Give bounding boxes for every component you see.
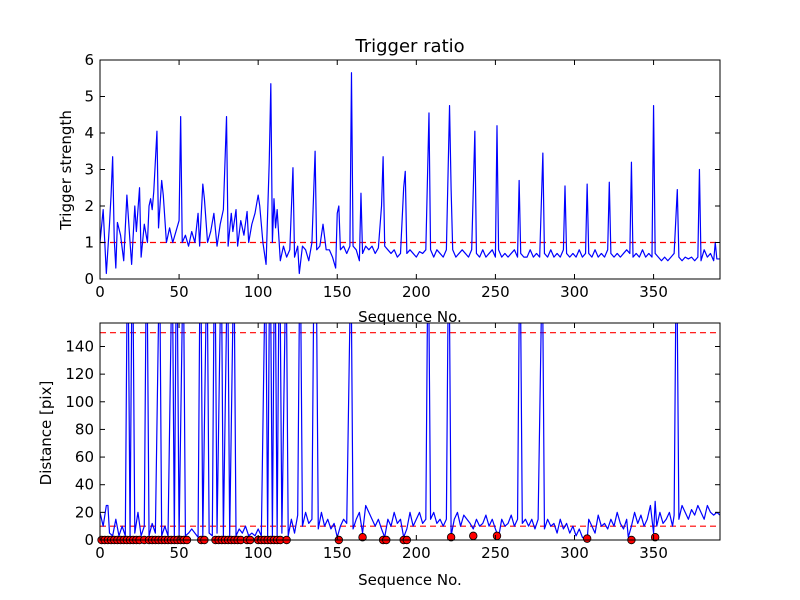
y-tick-label: 80 bbox=[75, 420, 94, 438]
y-tick-label: 0 bbox=[84, 270, 94, 288]
y-tick-label: 4 bbox=[84, 124, 94, 142]
x-tick-label: 250 bbox=[481, 283, 510, 301]
x-tick-label: 150 bbox=[323, 544, 352, 562]
plot-area-2 bbox=[100, 323, 720, 540]
axes-frame bbox=[99, 322, 721, 541]
trigger-strength-plot bbox=[100, 72, 720, 275]
trigger-strength-line bbox=[100, 72, 720, 275]
y-tick-label: 120 bbox=[65, 365, 94, 383]
x-tick-label: 300 bbox=[560, 544, 589, 562]
x-axis-label-bottom: Sequence No. bbox=[358, 571, 462, 589]
x-tick-label: 350 bbox=[639, 544, 668, 562]
data-point-marker bbox=[582, 534, 592, 543]
y-axis-label-bottom: Distance [pix] bbox=[37, 381, 55, 486]
data-point-marker bbox=[469, 531, 478, 541]
x-tick-label: 300 bbox=[560, 283, 589, 301]
x-tick-label: 100 bbox=[244, 544, 273, 562]
trigger-ratio-panel: Trigger ratio 0 50 100 150 200 250 300 350 0 1 2 3 4… bbox=[57, 36, 721, 326]
data-point-marker bbox=[446, 533, 456, 542]
x-tick-label: 50 bbox=[170, 544, 189, 562]
x-tick-label: 150 bbox=[323, 283, 352, 301]
x-axis-label-top: Sequence No. bbox=[358, 308, 462, 326]
plot-area-1 bbox=[100, 72, 720, 275]
y-tick-label: 20 bbox=[75, 503, 94, 521]
x-tick-label: 200 bbox=[402, 283, 431, 301]
y-tick-label: 3 bbox=[84, 161, 94, 179]
x-tick-label: 100 bbox=[244, 283, 273, 301]
axes-frame bbox=[99, 59, 721, 280]
y-tick-label: 40 bbox=[75, 476, 94, 494]
trigger-axes: 0 50 100 150 200 250 300 350 0 1 2 3 4 5 6 bbox=[84, 51, 721, 301]
x-tick-label: 200 bbox=[402, 544, 431, 562]
y-tick-label: 6 bbox=[84, 51, 94, 69]
y-tick-label: 100 bbox=[65, 393, 94, 411]
distance-axes: 0 50 100 150 200 250 300 350 0 20 40 60 80 100 120 140 bbox=[65, 322, 721, 562]
y-tick-label: 0 bbox=[84, 531, 94, 549]
distance-panel: 0 50 100 150 200 250 300 350020406080100120140 … bbox=[37, 322, 721, 589]
y-axis-label-top: Trigger strength bbox=[57, 110, 75, 231]
y-tick-label: 1 bbox=[84, 234, 94, 252]
x-tick-label: 0 bbox=[95, 544, 105, 562]
x-tick-label: 350 bbox=[639, 283, 668, 301]
x-tick-label: 250 bbox=[481, 544, 510, 562]
x-tick-label: 50 bbox=[170, 283, 189, 301]
distance-plot bbox=[97, 323, 720, 545]
chart-title: Trigger ratio bbox=[354, 36, 464, 57]
y-tick-label: 60 bbox=[75, 448, 94, 466]
data-point-marker bbox=[492, 531, 502, 541]
y-tick-label: 2 bbox=[84, 197, 94, 215]
data-point-marker bbox=[358, 533, 367, 542]
distance-line bbox=[100, 323, 720, 540]
y-tick-label: 140 bbox=[65, 337, 94, 355]
x-tick-label: 0 bbox=[95, 283, 105, 301]
y-tick-label: 5 bbox=[84, 88, 94, 106]
